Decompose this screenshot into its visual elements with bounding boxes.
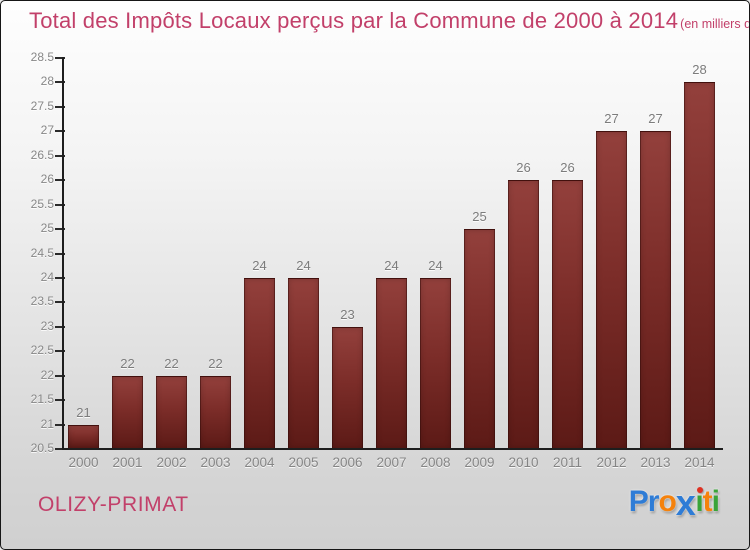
bar xyxy=(640,131,671,448)
x-tick-label: 2004 xyxy=(244,455,275,470)
y-tick-label: 24 xyxy=(40,269,54,284)
y-tick-mark xyxy=(55,228,65,231)
y-axis-line xyxy=(62,57,64,450)
x-tick-label: 2000 xyxy=(68,455,99,470)
bar-value-label: 23 xyxy=(340,306,355,322)
y-tick-label: 26.5 xyxy=(30,147,54,162)
bar xyxy=(156,375,187,448)
y-tick-label: 25 xyxy=(40,221,54,236)
y-tick-mark xyxy=(55,203,65,206)
y-tick-label: 23 xyxy=(40,318,54,333)
y-tick-mark xyxy=(55,130,65,133)
bar xyxy=(332,326,363,448)
x-tick-label: 2009 xyxy=(464,455,495,470)
bar-value-label: 22 xyxy=(208,355,223,371)
x-tick-label: 2013 xyxy=(640,455,671,470)
x-tick-label: 2012 xyxy=(596,455,627,470)
bar-value-label: 21 xyxy=(76,404,91,420)
bar-value-label: 26 xyxy=(516,160,531,176)
y-tick-mark xyxy=(55,81,65,84)
x-tick-label: 2003 xyxy=(200,455,231,470)
y-tick-label: 21 xyxy=(40,416,54,431)
bar-value-label: 22 xyxy=(164,355,179,371)
y-tick-mark xyxy=(55,57,65,59)
bar-value-label: 26 xyxy=(560,160,575,176)
bar-value-label: 25 xyxy=(472,209,487,225)
x-axis-line xyxy=(62,448,723,450)
y-tick-label: 28.5 xyxy=(30,50,54,64)
logo-letter-dot xyxy=(696,487,703,493)
y-tick-label: 23.5 xyxy=(30,294,54,309)
y-tick-label: 25.5 xyxy=(30,196,54,211)
bar-value-label: 27 xyxy=(648,111,663,127)
proxiti-logo: Proxı ti xyxy=(628,482,720,523)
bar xyxy=(684,82,715,448)
bar xyxy=(68,424,99,448)
commune-name: OLIZY-PRIMAT xyxy=(38,493,189,516)
bar xyxy=(552,180,583,448)
chart-title-unit: (en milliers d'€) xyxy=(680,17,749,31)
x-tick-label: 2010 xyxy=(508,455,539,470)
bar xyxy=(464,229,495,448)
bar xyxy=(112,375,143,448)
y-tick-mark xyxy=(55,301,65,304)
y-tick-mark xyxy=(55,154,65,157)
y-tick-label: 27 xyxy=(40,123,54,138)
y-tick-label: 28 xyxy=(40,74,54,89)
title-row: Total des Impôts Locaux perçus par la Co… xyxy=(29,8,749,34)
x-tick-label: 2011 xyxy=(552,455,583,470)
y-tick-label: 24.5 xyxy=(30,245,54,260)
chart-title: Total des Impôts Locaux perçus par la Co… xyxy=(29,8,679,33)
logo-letter: o xyxy=(658,485,676,518)
x-tick-label: 2007 xyxy=(376,455,407,470)
y-tick-label: 26 xyxy=(40,172,54,187)
x-tick-label: 2006 xyxy=(332,455,363,470)
bar-value-label: 24 xyxy=(428,257,443,273)
y-tick-label: 27.5 xyxy=(30,98,54,113)
bar xyxy=(508,180,539,448)
bar xyxy=(420,277,451,448)
y-tick-mark xyxy=(55,276,65,279)
logo-letter: P xyxy=(628,485,649,518)
bar xyxy=(200,375,231,448)
bar-value-label: 24 xyxy=(296,257,311,273)
bar-value-label: 24 xyxy=(384,257,399,273)
y-tick-label: 22 xyxy=(40,367,54,382)
y-tick-mark xyxy=(55,350,65,353)
y-tick-mark xyxy=(55,399,65,402)
x-tick-label: 2005 xyxy=(288,455,319,470)
bar-value-label: 22 xyxy=(120,355,135,371)
y-tick-mark xyxy=(55,252,65,255)
logo-letter: x xyxy=(675,482,696,523)
y-tick-label: 20.5 xyxy=(30,441,54,455)
logo-letter: r xyxy=(647,485,660,518)
bar xyxy=(376,277,407,448)
bar xyxy=(244,277,275,448)
bar xyxy=(288,277,319,448)
x-tick-label: 2008 xyxy=(420,455,451,470)
bar-value-label: 24 xyxy=(252,257,267,273)
y-tick-mark xyxy=(55,325,65,328)
bar-value-label: 28 xyxy=(692,62,707,78)
y-tick-mark xyxy=(55,105,65,108)
y-tick-label: 22.5 xyxy=(30,343,54,358)
logo-letter: ı xyxy=(695,485,703,518)
y-tick-mark xyxy=(55,423,65,426)
y-tick-mark xyxy=(55,179,65,182)
bar-value-label: 27 xyxy=(604,111,619,127)
logo-letter: t xyxy=(702,485,713,518)
x-tick-label: 2002 xyxy=(156,455,187,470)
logo-letter: i xyxy=(711,485,720,518)
x-tick-label: 2001 xyxy=(112,455,143,470)
y-tick-mark xyxy=(55,448,65,450)
bar xyxy=(596,131,627,448)
y-tick-mark xyxy=(55,374,65,377)
x-tick-label: 2014 xyxy=(684,455,715,470)
y-tick-label: 21.5 xyxy=(30,392,54,407)
